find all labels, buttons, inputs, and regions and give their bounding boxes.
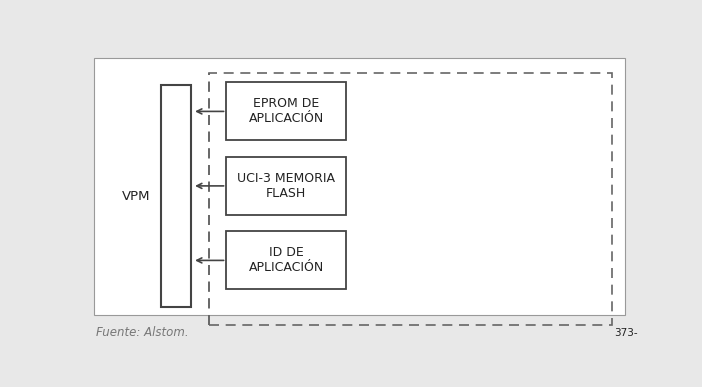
Bar — [227, 82, 346, 140]
Text: VPM: VPM — [122, 190, 150, 202]
Text: Fuente: Alstom.: Fuente: Alstom. — [96, 326, 189, 339]
Text: ID DE
APLICACIÓN: ID DE APLICACIÓN — [249, 246, 324, 274]
Bar — [227, 157, 346, 215]
Bar — [161, 85, 191, 307]
Bar — [208, 73, 612, 325]
Text: UCI-3 MEMORIA
FLASH: UCI-3 MEMORIA FLASH — [237, 172, 336, 200]
Bar — [94, 58, 625, 315]
Text: EPROM DE
APLICACIÓN: EPROM DE APLICACIÓN — [249, 97, 324, 125]
Bar — [227, 231, 346, 289]
Text: 373-: 373- — [614, 328, 637, 338]
